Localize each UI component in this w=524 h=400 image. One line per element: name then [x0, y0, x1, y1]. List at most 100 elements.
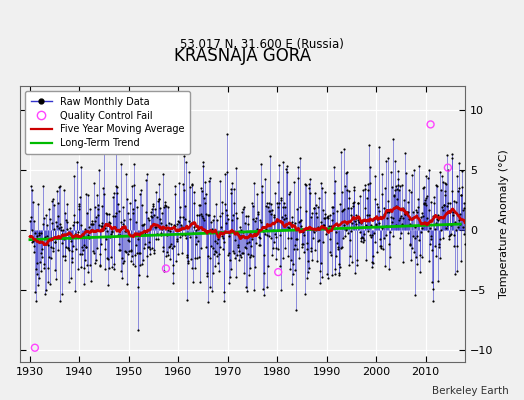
Point — [234, 244, 242, 250]
Point — [171, 191, 179, 197]
Point — [390, 158, 399, 164]
Point — [210, 251, 219, 257]
Point — [305, 184, 313, 191]
Point — [375, 208, 383, 214]
Point — [364, 228, 372, 234]
Point — [455, 185, 464, 192]
Point — [128, 183, 136, 189]
Point — [208, 288, 216, 294]
Point — [92, 214, 101, 220]
Point — [113, 184, 121, 191]
Point — [396, 214, 404, 221]
Point — [53, 200, 62, 206]
Point — [111, 224, 119, 230]
Point — [311, 246, 319, 253]
Point — [93, 206, 102, 212]
Point — [67, 275, 75, 282]
Point — [322, 231, 330, 238]
Point — [27, 214, 35, 220]
Point — [403, 198, 412, 205]
Point — [193, 212, 201, 218]
Point — [352, 215, 360, 221]
Point — [79, 233, 87, 240]
Point — [399, 259, 408, 265]
Point — [68, 259, 77, 266]
Point — [444, 164, 452, 171]
Point — [150, 212, 159, 218]
Point — [28, 238, 36, 245]
Point — [36, 236, 45, 242]
Point — [379, 213, 387, 219]
Point — [140, 231, 149, 237]
Point — [52, 276, 60, 283]
Point — [43, 233, 51, 240]
Point — [114, 200, 122, 207]
Point — [222, 220, 230, 226]
Point — [119, 221, 127, 228]
Point — [214, 236, 222, 242]
Point — [269, 227, 277, 234]
Point — [178, 224, 186, 230]
Point — [65, 279, 73, 285]
Point — [245, 264, 254, 271]
Point — [444, 167, 452, 174]
Point — [257, 219, 265, 225]
Point — [361, 182, 369, 188]
Point — [301, 291, 310, 298]
Point — [295, 255, 303, 262]
Point — [448, 150, 456, 157]
Point — [371, 196, 379, 202]
Point — [52, 188, 61, 195]
Point — [346, 237, 354, 243]
Point — [362, 222, 370, 228]
Point — [51, 239, 59, 246]
Point — [214, 251, 223, 257]
Point — [199, 158, 208, 165]
Point — [258, 188, 267, 195]
Point — [267, 211, 275, 217]
Point — [29, 198, 37, 205]
Point — [90, 180, 99, 186]
Point — [286, 220, 294, 226]
Point — [192, 227, 200, 234]
Point — [392, 182, 400, 189]
Point — [276, 263, 285, 269]
Point — [372, 222, 380, 228]
Point — [377, 245, 385, 251]
Point — [299, 249, 308, 255]
Point — [443, 152, 451, 159]
Point — [230, 186, 238, 192]
Point — [352, 220, 360, 227]
Point — [324, 213, 332, 220]
Point — [29, 218, 38, 224]
Point — [285, 191, 293, 198]
Point — [388, 136, 397, 142]
Point — [201, 244, 210, 250]
Point — [46, 280, 54, 287]
Point — [249, 180, 258, 186]
Point — [388, 219, 396, 225]
Point — [201, 179, 209, 186]
Point — [445, 232, 454, 238]
Point — [350, 187, 358, 194]
Point — [305, 175, 314, 182]
Point — [99, 185, 107, 192]
Point — [62, 244, 70, 250]
Point — [459, 207, 467, 214]
Point — [408, 214, 416, 221]
Point — [88, 218, 96, 224]
Y-axis label: Temperature Anomaly (°C): Temperature Anomaly (°C) — [499, 150, 509, 298]
Point — [266, 152, 275, 159]
Point — [317, 180, 325, 186]
Point — [185, 184, 194, 191]
Point — [204, 212, 213, 218]
Point — [254, 211, 263, 217]
Point — [46, 234, 54, 241]
Point — [365, 232, 374, 238]
Point — [79, 281, 88, 287]
Point — [353, 257, 361, 263]
Point — [425, 258, 433, 265]
Point — [50, 226, 58, 232]
Point — [363, 187, 372, 193]
Point — [90, 250, 98, 256]
